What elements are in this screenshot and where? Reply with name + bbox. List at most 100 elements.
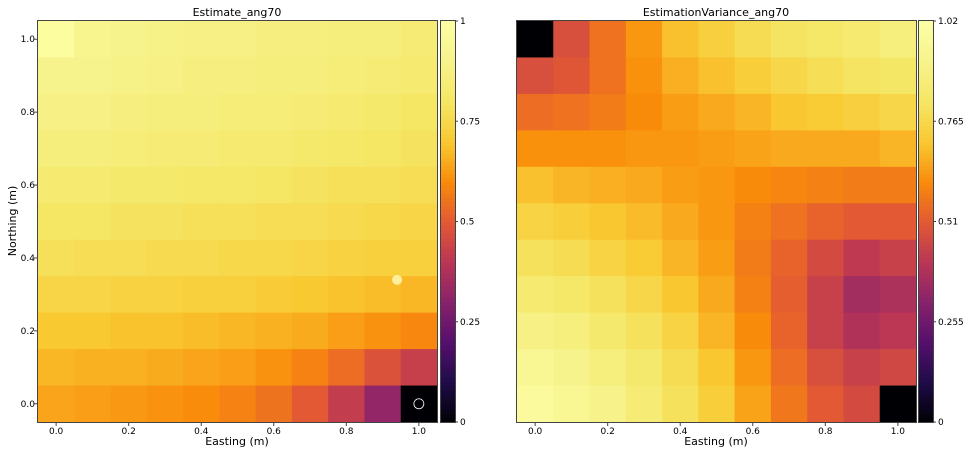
- left-heatmap-cell: [328, 349, 366, 387]
- left-heatmap-cell: [219, 349, 257, 387]
- left-colorbar-segment: [440, 29, 455, 34]
- right-heatmap-cell: [625, 203, 663, 241]
- right-colorbar-segment: [918, 185, 933, 191]
- right-colorbar-segment: [918, 317, 933, 323]
- right-heatmap-cell: [770, 349, 808, 387]
- left-heatmap-cell: [291, 57, 329, 95]
- right-colorbar-segment: [918, 233, 933, 239]
- right-heatmap-cell: [553, 312, 591, 350]
- right-x-tick-label: 0.6: [746, 427, 761, 437]
- right-heatmap-cell: [625, 349, 663, 387]
- right-colorbar-segment: [918, 285, 933, 291]
- right-heatmap-cell: [662, 276, 699, 314]
- right-heatmap-cell: [807, 21, 845, 59]
- right-colorbar-segment: [918, 217, 933, 223]
- right-heatmap-cell: [517, 166, 554, 204]
- left-heatmap-cell: [38, 57, 75, 95]
- right-colorbar-segment: [918, 141, 933, 146]
- left-heatmap-cell: [38, 276, 75, 314]
- left-heatmap-cell: [328, 57, 366, 95]
- right-colorbar-segment: [918, 289, 933, 295]
- right-heatmap-cell: [662, 93, 699, 131]
- left-heatmap-cell: [291, 385, 329, 423]
- left-colorbar-segment: [440, 77, 455, 82]
- left-heatmap-cell: [110, 385, 148, 423]
- right-colorbar-segment: [918, 293, 933, 299]
- left-x-tick-label: 0.6: [267, 427, 282, 437]
- left-colorbar-segment: [440, 357, 455, 363]
- left-heatmap-cell: [110, 239, 148, 277]
- right-plot-frame: [516, 20, 917, 423]
- left-heatmap-cell: [38, 312, 75, 350]
- left-x-tick-label: 0.8: [339, 427, 354, 437]
- right-colorbar-segment: [918, 225, 933, 231]
- right-heatmap-cell: [553, 239, 591, 277]
- left-heatmap-cell: [183, 385, 220, 423]
- left-heatmap-cell: [74, 276, 112, 314]
- left-colorbar-segment: [440, 105, 455, 110]
- right-colorbar-segment: [918, 49, 933, 54]
- left-colorbar-segment: [440, 257, 455, 263]
- right-heatmap-cell: [807, 349, 845, 387]
- right-colorbar-segment: [918, 365, 933, 371]
- left-colorbar-segment: [440, 309, 455, 315]
- left-colorbar-segment: [440, 345, 455, 351]
- left-heatmap-cell: [146, 385, 184, 423]
- left-heatmap-cell: [400, 21, 438, 59]
- right-colorbar-segment: [918, 265, 933, 271]
- left-heatmap-cell: [110, 349, 148, 387]
- left-heatmap-cell: [219, 57, 257, 95]
- left-heatmap-cell: [291, 349, 329, 387]
- left-colorbar-segment: [440, 281, 455, 287]
- right-heatmap-cell: [770, 276, 808, 314]
- left-colorbar-tick-label: 0: [460, 418, 466, 428]
- right-heatmap-cell: [517, 276, 554, 314]
- left-colorbar-segment: [440, 369, 455, 375]
- left-colorbar-segment: [440, 177, 455, 182]
- left-colorbar-tick-label: 0.25: [460, 318, 480, 328]
- right-colorbar-segment: [918, 137, 933, 142]
- right-colorbar-tick-label: 0.765: [938, 117, 964, 127]
- left-colorbar-segment: [440, 237, 455, 243]
- right-colorbar-segment: [918, 153, 933, 158]
- left-heatmap-cells: [38, 21, 438, 423]
- right-colorbar-segment: [918, 33, 933, 38]
- left-colorbar-segment: [440, 221, 455, 227]
- right-heatmap-cell: [698, 349, 736, 387]
- right-colorbar-segment: [918, 81, 933, 86]
- left-colorbar-segment: [440, 189, 455, 195]
- right-heatmap-cell: [662, 239, 699, 277]
- right-x-ticks: 0.0 0.2 0.4 0.6 0.8 1.0: [528, 422, 905, 437]
- left-heatmap-cell: [364, 312, 402, 350]
- right-heatmap-cell: [843, 166, 881, 204]
- right-chart-title: EstimationVariance_ang70: [643, 6, 789, 19]
- left-heatmap-cell: [183, 57, 220, 95]
- right-heatmap-cell: [698, 239, 736, 277]
- right-colorbar-segment: [918, 101, 933, 106]
- right-heatmap-cell: [553, 21, 591, 59]
- left-y-tick-label: 0.8: [21, 108, 36, 118]
- left-heatmap-cell: [364, 21, 402, 59]
- right-colorbar-segment: [918, 409, 933, 415]
- left-colorbar-segment: [440, 57, 455, 62]
- left-y-tick-label: 0.0: [21, 400, 36, 410]
- right-heatmap-cell: [879, 239, 917, 277]
- left-colorbar-segment: [440, 185, 455, 191]
- left-colorbar-segment: [440, 417, 455, 423]
- left-colorbar-segment: [440, 69, 455, 74]
- left-heatmap-cell: [291, 239, 329, 277]
- left-heatmap-cell: [38, 130, 75, 168]
- left-colorbar-segment: [440, 273, 455, 279]
- left-heatmap-cell: [255, 385, 293, 423]
- right-heatmap-cell: [625, 93, 663, 131]
- left-colorbar-segment: [440, 225, 455, 231]
- left-heatmap-cell: [219, 93, 257, 131]
- left-heatmap-cell: [38, 349, 75, 387]
- right-heatmap-cell: [698, 57, 736, 95]
- left-colorbar-segment: [440, 377, 455, 383]
- right-colorbar-tick-label: 0.255: [938, 318, 964, 328]
- left-heatmap-cell: [110, 276, 148, 314]
- left-colorbar-segment: [440, 289, 455, 295]
- right-heatmap-cell: [770, 385, 808, 423]
